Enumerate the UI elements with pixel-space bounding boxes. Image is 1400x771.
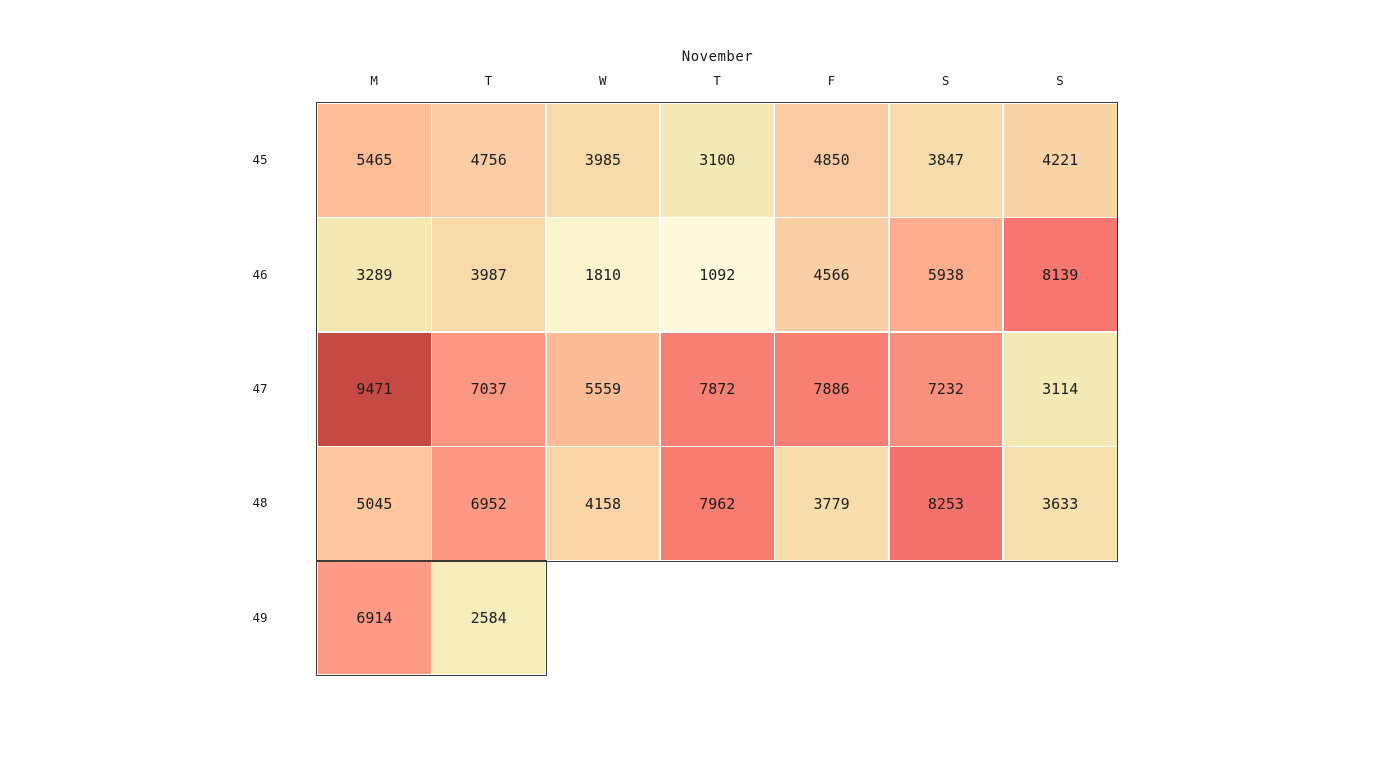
cell-value: 1810: [584, 265, 622, 284]
cell-value: 7872: [699, 380, 736, 399]
cell-value: 7232: [927, 380, 964, 399]
heatmap-cell: 8253: [888, 446, 1004, 562]
cell-value: 4850: [813, 151, 850, 170]
weekday-header: S: [941, 73, 950, 88]
cell-value: 9471: [356, 380, 393, 399]
cell-value: 3779: [813, 494, 850, 513]
cell-value: 5938: [927, 265, 964, 284]
week-number-label: 46: [252, 266, 268, 282]
cell-value: 3987: [470, 265, 507, 284]
cell-value: 5559: [584, 380, 622, 399]
heatmap-cell: 1810: [545, 217, 661, 333]
heatmap-cell: 4566: [774, 217, 889, 333]
heatmap-cell: 7962: [659, 446, 775, 562]
cell-value: 3289: [356, 265, 393, 284]
heatmap-cell: 3289: [317, 217, 432, 333]
heatmap-cell: 9471: [317, 331, 432, 447]
heatmap-cell: 3633: [1002, 446, 1118, 562]
heatmap-cell: 3987: [431, 217, 547, 333]
week-number-label: 45: [252, 152, 268, 168]
heatmap-cell: 5938: [888, 217, 1004, 333]
cell-value: 6914: [356, 609, 393, 628]
week-number-label: 48: [252, 495, 268, 511]
heatmap-cell: 3779: [774, 446, 889, 562]
weekday-header: T: [713, 73, 721, 88]
cell-value: 5465: [356, 151, 393, 170]
heatmap-cell: 3985: [545, 103, 661, 218]
cell-value: 7886: [813, 380, 850, 399]
cell-value: 3100: [699, 151, 736, 170]
weekday-header: M: [370, 73, 378, 88]
cell-value: 5045: [356, 494, 393, 513]
heatmap-cell: 5559: [545, 331, 661, 447]
cell-value: 4566: [813, 265, 850, 284]
cell-value: 3633: [1042, 494, 1079, 513]
cell-value: 1092: [699, 265, 736, 284]
cell-value: 3847: [927, 151, 964, 170]
cell-value: 7962: [699, 494, 736, 513]
cell-value: 3985: [584, 151, 622, 170]
cell-value: 8139: [1042, 265, 1079, 284]
heatmap-cell: 8139: [1002, 217, 1118, 333]
cell-value: 4158: [584, 494, 622, 513]
cell-value: 4756: [470, 151, 507, 170]
cell-value: 3114: [1042, 380, 1079, 399]
heatmap-cell: 4221: [1002, 103, 1118, 218]
heatmap-cell: 7037: [431, 331, 547, 447]
heatmap-cell: 2584: [431, 560, 547, 676]
week-number-label: 49: [252, 609, 268, 625]
cell-value: 6952: [470, 494, 507, 513]
heatmap-cell: 6914: [317, 560, 432, 676]
heatmap-cell: 3847: [888, 103, 1004, 218]
heatmap-cell: 6952: [431, 446, 547, 562]
weekday-header: F: [827, 73, 836, 88]
heatmap-cell: 5045: [317, 446, 432, 562]
cell-value: 2584: [470, 609, 507, 628]
heatmap-cell: 7872: [659, 331, 775, 447]
weekday-header: W: [598, 73, 607, 88]
heatmap-cell: 4850: [774, 103, 889, 218]
cell-value: 4221: [1042, 151, 1079, 170]
week-number-label: 47: [252, 381, 268, 396]
heatmap-cell: 5465: [317, 103, 432, 218]
weekday-header: S: [1056, 73, 1064, 88]
heatmap-cell: 4158: [545, 446, 661, 562]
cell-value: 8253: [927, 494, 964, 513]
heatmap-cell: 3114: [1002, 331, 1118, 447]
heatmap-cell: 3100: [659, 103, 775, 218]
weekday-header: T: [484, 73, 493, 88]
heatmap-cell: 7886: [774, 331, 889, 447]
chart-title: November: [681, 49, 754, 65]
cell-value: 7037: [470, 380, 507, 399]
heatmap-cell: 7232: [888, 331, 1004, 447]
heatmap-cell: 1092: [659, 217, 775, 333]
heatmap-cell: 4756: [431, 103, 547, 218]
